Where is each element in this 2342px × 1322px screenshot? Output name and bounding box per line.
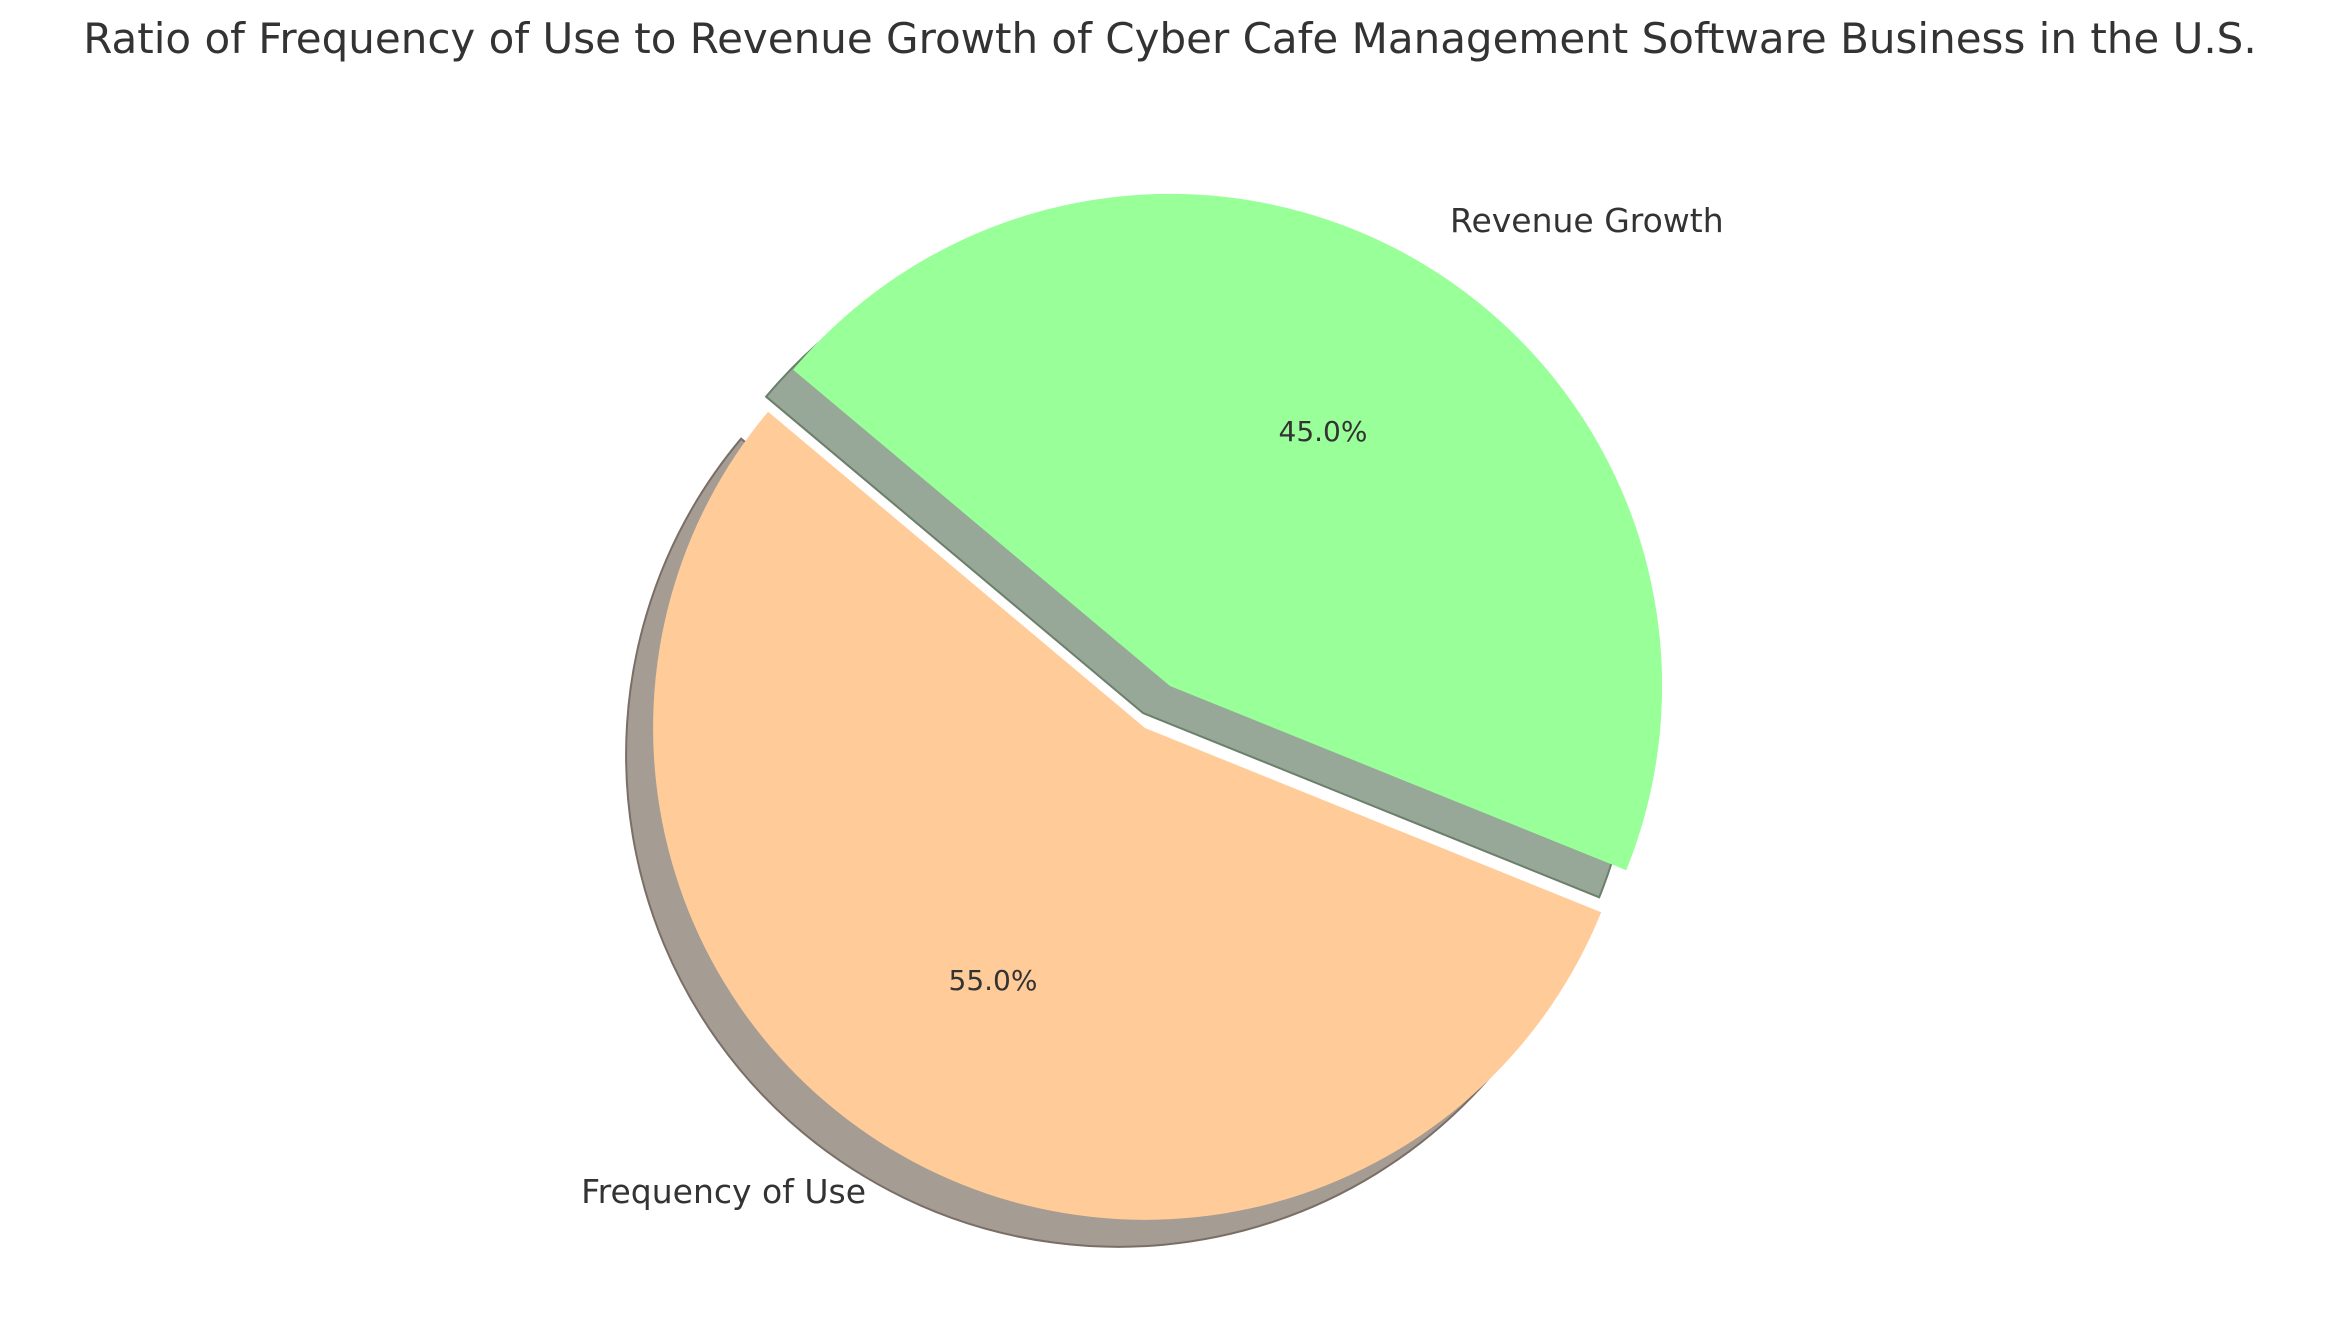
label-frequency-of-use: Frequency of Use bbox=[581, 1172, 866, 1211]
label-revenue-growth: Revenue Growth bbox=[1450, 201, 1724, 240]
chart-title: Ratio of Frequency of Use to Revenue Gro… bbox=[83, 14, 2256, 63]
pct-label-revenue-growth: 45.0% bbox=[1279, 415, 1368, 448]
pct-label-frequency-of-use: 55.0% bbox=[949, 964, 1038, 997]
slice-frequency-of-use bbox=[653, 411, 1602, 1220]
slice-revenue-growth bbox=[793, 193, 1663, 871]
pie-slices bbox=[653, 193, 1663, 1220]
